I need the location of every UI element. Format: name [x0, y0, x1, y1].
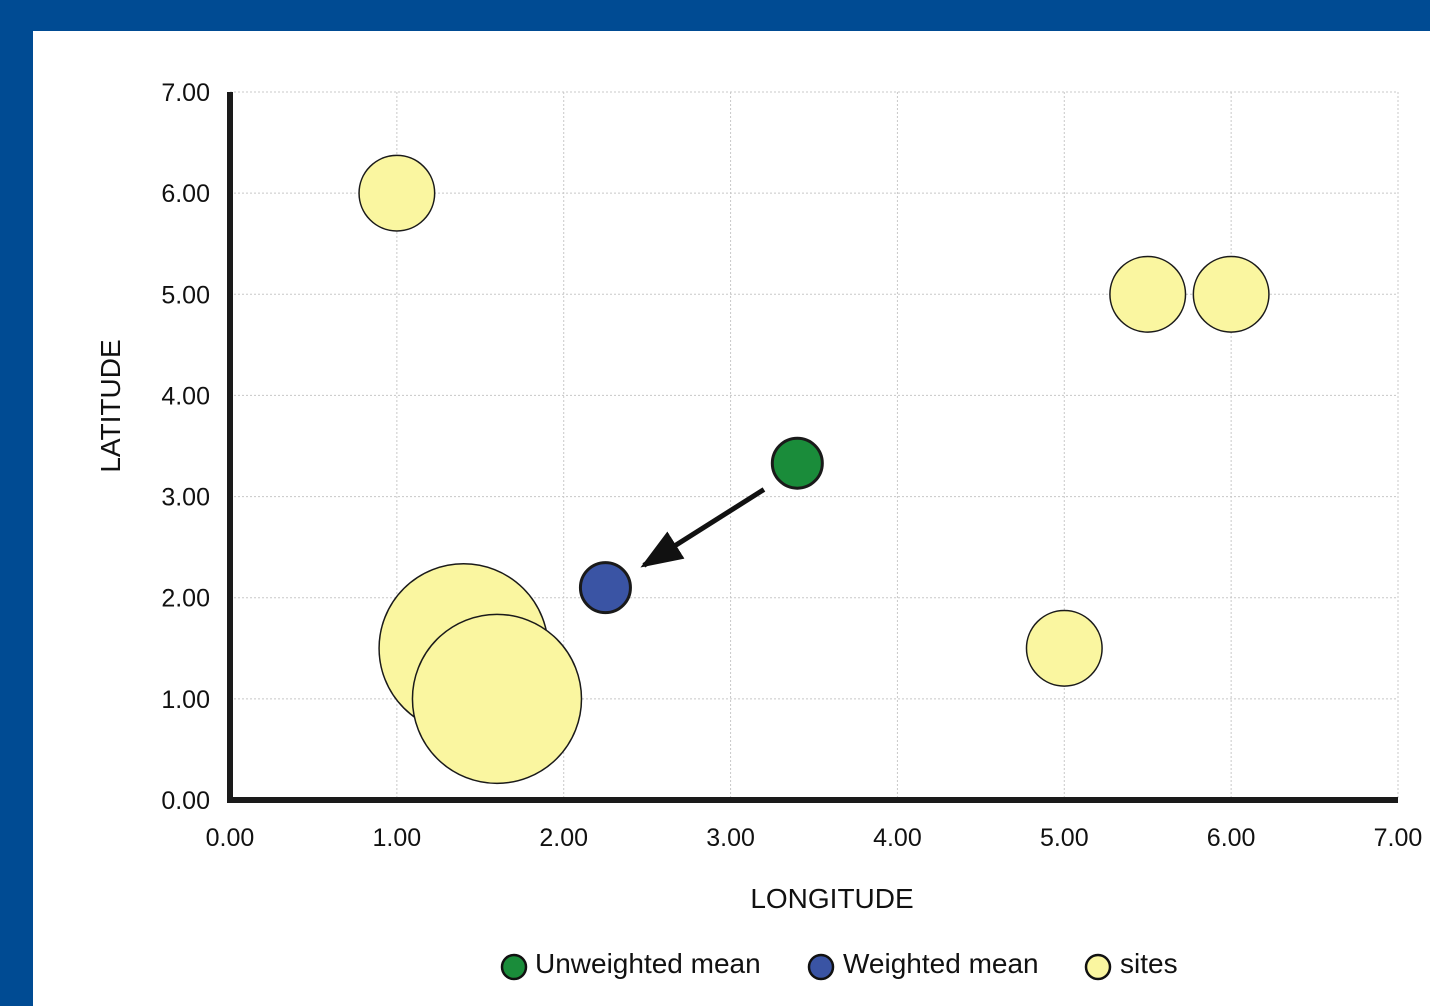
x-tick-label: 4.00 — [873, 824, 922, 852]
y-axis-title: LATITUDE — [95, 339, 126, 472]
point-sites — [411, 613, 583, 785]
y-tick-label: 3.00 — [161, 484, 210, 512]
x-tick-label: 1.00 — [373, 824, 422, 852]
legend-label-weighted-mean: Weighted mean — [843, 948, 1039, 979]
x-tick-label: 6.00 — [1207, 824, 1256, 852]
x-tick-label: 7.00 — [1374, 824, 1423, 852]
y-tick-label: 5.00 — [161, 281, 210, 309]
legend-label-unweighted-mean: Unweighted mean — [535, 948, 761, 979]
y-tick-label: 2.00 — [161, 585, 210, 613]
y-tick-label: 1.00 — [161, 686, 210, 714]
x-axis-title: LONGITUDE — [750, 883, 913, 914]
y-tick-label: 4.00 — [161, 382, 210, 410]
legend-marker-unweighted-mean — [500, 953, 528, 981]
legend-marker-weighted-mean — [807, 953, 835, 981]
legend-label-sites: sites — [1120, 948, 1178, 979]
y-tick-label: 6.00 — [161, 180, 210, 208]
annotations — [640, 487, 766, 568]
point-unweighted-mean — [770, 436, 824, 490]
legend-marker-sites — [1084, 953, 1112, 981]
data-points — [358, 154, 1270, 785]
axes — [227, 92, 1398, 803]
point-sites — [1025, 609, 1103, 687]
x-tick-label: 2.00 — [539, 824, 588, 852]
point-sites — [1109, 255, 1187, 333]
point-weighted-mean — [578, 561, 632, 615]
point-sites — [358, 154, 436, 232]
tick-labels: 0.00 1.00 2.00 3.00 4.00 5.00 6.00 7.00 0.00 1.00… — [161, 79, 1422, 852]
point-sites — [1192, 255, 1270, 333]
x-tick-label: 3.00 — [706, 824, 755, 852]
arrow-annotation — [640, 487, 766, 568]
x-tick-label: 0.00 — [206, 824, 255, 852]
y-tick-label: 7.00 — [161, 79, 210, 107]
y-tick-label: 0.00 — [161, 787, 210, 815]
legend: Unweighted mean Weighted mean sites — [500, 948, 1178, 981]
x-tick-label: 5.00 — [1040, 824, 1089, 852]
